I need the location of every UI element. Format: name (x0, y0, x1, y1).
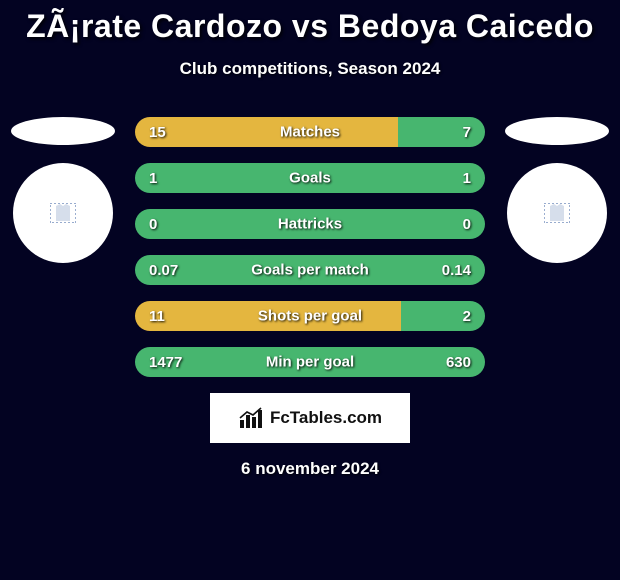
left-circle (13, 163, 113, 263)
stat-right-value: 0 (463, 216, 471, 233)
stat-right-value: 0.14 (442, 262, 471, 279)
stat-label: Goals (289, 170, 331, 187)
stat-right-value: 2 (463, 308, 471, 325)
stat-bar-row: 15 7 Matches (135, 117, 485, 147)
stat-left-value: 0 (149, 216, 157, 233)
stat-label: Goals per match (251, 262, 369, 279)
stat-left-value: 0.07 (149, 262, 178, 279)
stat-bar-left: 15 (135, 117, 398, 147)
logo-text: FcTables.com (270, 408, 382, 428)
stat-bar-row: 0 0 Hattricks (135, 209, 485, 239)
left-ellipse (11, 117, 115, 145)
stat-bar-row: 11 2 Shots per goal (135, 301, 485, 331)
stat-bar-right: 630 (446, 347, 485, 377)
stat-bars: 157Matches11Goals00Hattricks0.070.14Goal… (135, 117, 485, 377)
stat-label: Shots per goal (258, 308, 362, 325)
stat-right-value: 1 (463, 170, 471, 187)
stat-bar-right: 0.14 (442, 255, 485, 285)
stat-right-value: 630 (446, 354, 471, 371)
stat-label: Hattricks (278, 216, 342, 233)
left-player-decor (8, 117, 118, 263)
stat-bar-row: 1477 630 Min per goal (135, 347, 485, 377)
stat-right-value: 7 (463, 124, 471, 141)
stat-left-value: 1477 (149, 354, 182, 371)
shirt-icon (50, 203, 76, 223)
stat-bar-right: 2 (401, 301, 485, 331)
right-ellipse (505, 117, 609, 145)
comparison-content: 157Matches11Goals00Hattricks0.070.14Goal… (0, 117, 620, 479)
stat-bar-right: 1 (463, 163, 485, 193)
shirt-icon (544, 203, 570, 223)
chart-icon (238, 406, 266, 430)
date-text: 6 november 2024 (0, 459, 620, 479)
right-player-decor (502, 117, 612, 263)
stat-bar-row: 0.07 0.14 Goals per match (135, 255, 485, 285)
stat-bar-right: 0 (463, 209, 485, 239)
stat-left-value: 1 (149, 170, 157, 187)
stat-left-value: 11 (149, 308, 165, 325)
right-circle (507, 163, 607, 263)
logo-box: FcTables.com (210, 393, 410, 443)
subtitle: Club competitions, Season 2024 (0, 59, 620, 79)
stat-bar-right: 7 (398, 117, 486, 147)
stat-left-value: 15 (149, 124, 166, 141)
stat-label: Min per goal (266, 354, 354, 371)
stat-label: Matches (280, 124, 340, 141)
stat-bar-row: 1 1 Goals (135, 163, 485, 193)
page-title: ZÃ¡rate Cardozo vs Bedoya Caicedo (0, 0, 620, 45)
